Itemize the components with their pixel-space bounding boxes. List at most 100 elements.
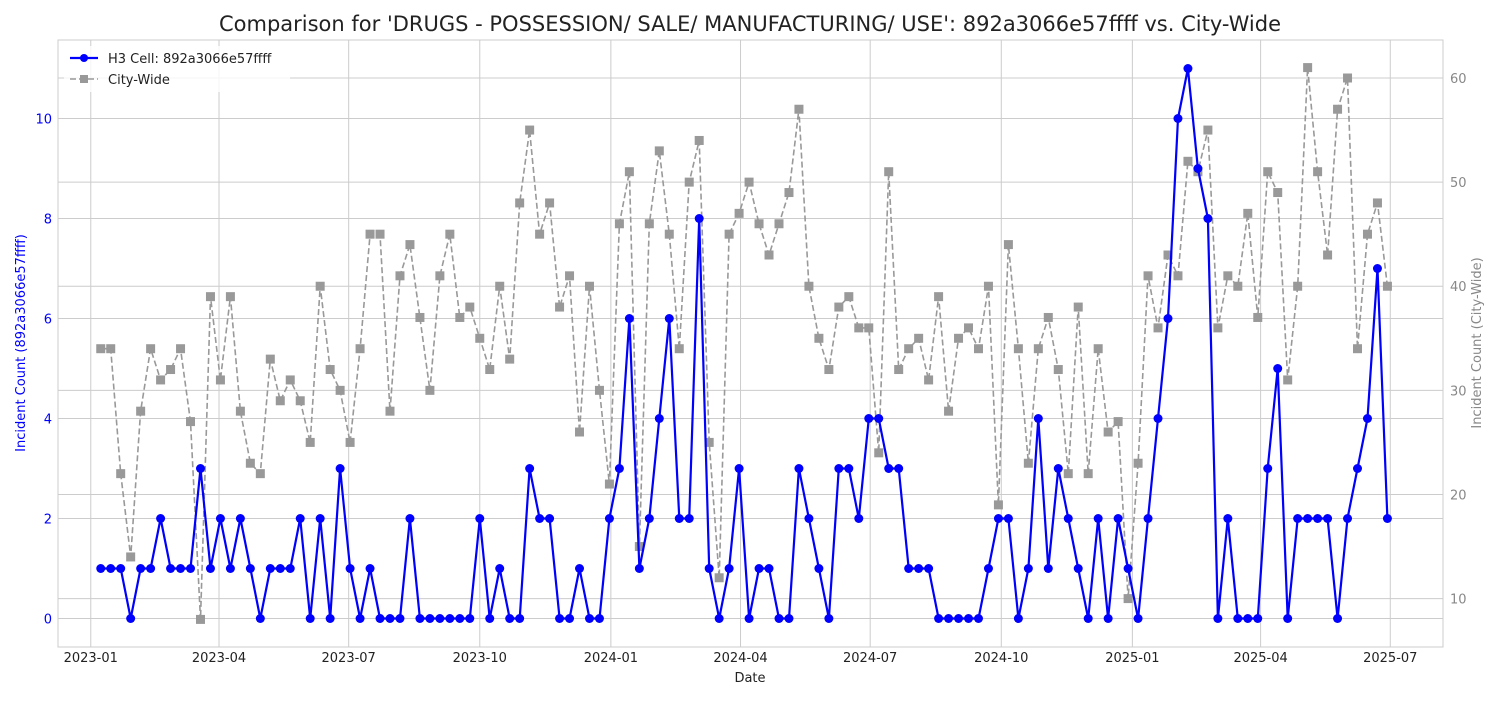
- data-point-city-wide: [814, 333, 824, 343]
- data-point-city-wide: [475, 333, 485, 343]
- data-point-h3-cell: [205, 564, 215, 573]
- data-point-city-wide: [415, 312, 425, 322]
- data-point-city-wide: [405, 240, 415, 250]
- data-point-h3-cell: [1243, 614, 1253, 623]
- data-point-h3-cell: [824, 614, 834, 623]
- data-point-h3-cell: [305, 614, 315, 623]
- data-point-city-wide: [1372, 198, 1382, 208]
- data-point-h3-cell: [575, 564, 585, 573]
- data-point-h3-cell: [245, 564, 255, 573]
- x-tick-label: 2024-10: [974, 651, 1028, 666]
- data-point-city-wide: [465, 302, 475, 312]
- data-point-h3-cell: [435, 614, 445, 623]
- data-point-city-wide: [325, 365, 335, 375]
- y-right-tick-label: 40: [1450, 280, 1467, 295]
- data-point-h3-cell: [166, 564, 176, 573]
- data-point-h3-cell: [1023, 564, 1033, 573]
- y-axis-right-label: Incident Count (City-Wide): [1470, 257, 1485, 428]
- data-point-city-wide: [1113, 417, 1123, 427]
- data-point-h3-cell: [275, 564, 285, 573]
- data-point-city-wide: [1063, 469, 1073, 479]
- data-point-city-wide: [904, 344, 914, 354]
- data-point-city-wide: [1353, 344, 1363, 354]
- data-point-city-wide: [834, 302, 844, 312]
- data-point-h3-cell: [934, 614, 944, 623]
- data-point-city-wide: [1093, 344, 1103, 354]
- data-point-h3-cell: [405, 514, 415, 523]
- data-point-city-wide: [495, 281, 505, 291]
- data-point-city-wide: [315, 281, 325, 291]
- data-point-city-wide: [1303, 63, 1313, 73]
- data-point-h3-cell: [285, 564, 295, 573]
- data-point-h3-cell: [1233, 614, 1243, 623]
- data-point-h3-cell: [1033, 414, 1043, 423]
- data-point-h3-cell: [535, 514, 545, 523]
- data-point-city-wide: [724, 229, 734, 239]
- series-line-city-wide: [100, 66, 1389, 621]
- data-point-city-wide: [1173, 271, 1183, 281]
- data-point-h3-cell: [1123, 564, 1133, 573]
- x-tick-label: 2023-04: [192, 651, 246, 666]
- data-point-h3-cell: [1133, 614, 1143, 623]
- data-point-h3-cell: [1013, 614, 1023, 623]
- data-point-city-wide: [1203, 125, 1213, 135]
- data-point-city-wide: [535, 229, 545, 239]
- data-point-h3-cell: [1203, 214, 1213, 223]
- data-point-city-wide: [694, 135, 704, 145]
- data-point-city-wide: [1253, 312, 1263, 322]
- data-point-city-wide: [993, 500, 1003, 510]
- data-point-h3-cell: [914, 564, 924, 573]
- data-point-city-wide: [983, 281, 993, 291]
- legend-label-city-wide: City-Wide: [108, 73, 170, 88]
- data-point-city-wide: [445, 229, 455, 239]
- data-point-city-wide: [754, 219, 764, 229]
- data-point-city-wide: [1033, 344, 1043, 354]
- data-point-h3-cell: [594, 614, 604, 623]
- data-point-h3-cell: [1343, 514, 1353, 523]
- y-right-tick-label: 60: [1450, 72, 1467, 87]
- data-point-h3-cell: [505, 614, 515, 623]
- data-point-city-wide: [614, 219, 624, 229]
- data-point-city-wide: [176, 344, 186, 354]
- data-point-city-wide: [644, 219, 654, 229]
- y-left-tick-label: 0: [44, 613, 52, 628]
- data-point-city-wide: [684, 177, 694, 187]
- data-point-city-wide: [195, 614, 205, 624]
- data-point-city-wide: [1233, 281, 1243, 291]
- data-point-city-wide: [355, 344, 365, 354]
- data-point-h3-cell: [515, 614, 525, 623]
- data-point-city-wide: [944, 406, 954, 416]
- y-right-tick-label: 50: [1450, 176, 1467, 191]
- data-point-h3-cell: [136, 564, 146, 573]
- data-point-h3-cell: [345, 564, 355, 573]
- data-point-city-wide: [594, 385, 604, 395]
- data-point-city-wide: [1073, 302, 1083, 312]
- data-point-h3-cell: [1103, 614, 1113, 623]
- data-point-city-wide: [774, 219, 784, 229]
- data-point-city-wide: [156, 375, 166, 385]
- data-point-h3-cell: [146, 564, 156, 573]
- data-point-city-wide: [604, 479, 614, 489]
- data-point-h3-cell: [445, 614, 455, 623]
- chart-title: Comparison for 'DRUGS - POSSESSION/ SALE…: [219, 12, 1281, 36]
- data-point-city-wide: [874, 448, 884, 458]
- data-point-city-wide: [505, 354, 515, 364]
- data-point-h3-cell: [954, 614, 964, 623]
- data-point-h3-cell: [744, 614, 754, 623]
- data-point-h3-cell: [1293, 514, 1303, 523]
- data-point-city-wide: [1213, 323, 1223, 333]
- data-point-city-wide: [973, 344, 983, 354]
- data-point-h3-cell: [325, 614, 335, 623]
- data-point-h3-cell: [106, 564, 116, 573]
- data-point-h3-cell: [1213, 614, 1223, 623]
- data-point-city-wide: [674, 344, 684, 354]
- data-point-city-wide: [854, 323, 864, 333]
- data-point-city-wide: [455, 312, 465, 322]
- legend-marker-h3-cell: [80, 54, 88, 62]
- data-point-city-wide: [934, 292, 944, 302]
- data-point-city-wide: [714, 573, 724, 583]
- data-point-city-wide: [894, 365, 904, 375]
- data-point-city-wide: [245, 458, 255, 468]
- x-tick-label: 2024-01: [584, 651, 638, 666]
